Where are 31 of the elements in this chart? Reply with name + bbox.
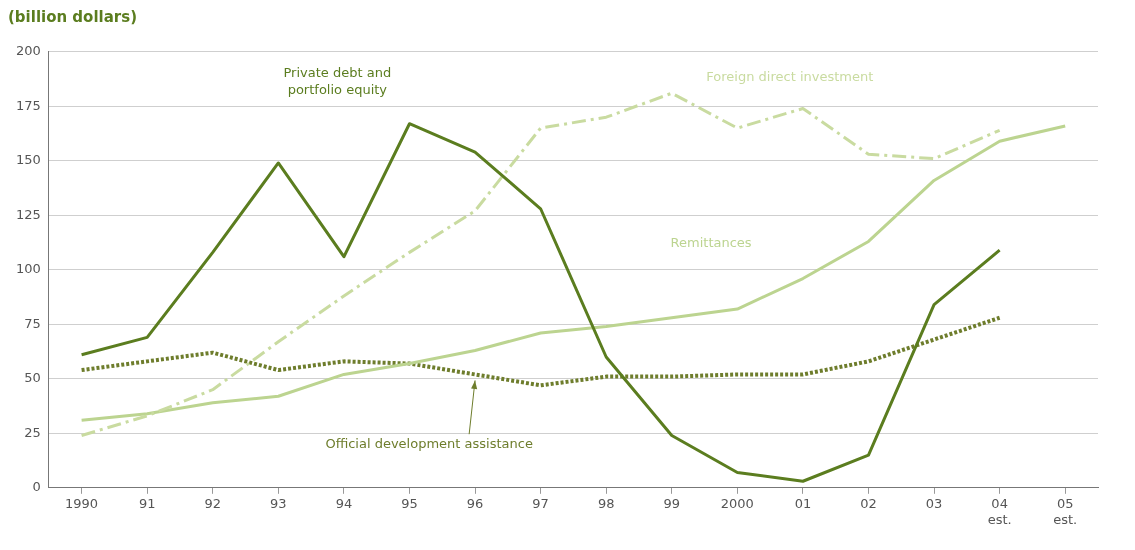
x-tick-label: 97: [532, 495, 549, 511]
x-tick-label: 02: [860, 495, 877, 511]
x-tick-label: 91: [138, 495, 156, 511]
x-tick-label: 96: [466, 495, 484, 511]
y-tick-label: 125: [15, 206, 41, 222]
x-tick-label: 03: [925, 495, 943, 511]
text: Official development assistance: [325, 435, 533, 451]
text: Remittances: [670, 235, 752, 251]
x-tick-label: 93: [270, 495, 287, 511]
y-axis-title: (billion dollars): [8, 8, 138, 26]
x-tick-label: 98: [597, 495, 615, 511]
y-tick-label: 150: [15, 152, 41, 168]
text: Private debt and portfolio equity: [283, 65, 392, 98]
x-tick-label: 94: [335, 495, 353, 511]
x-tick-label: 92: [204, 495, 222, 511]
x-tick-label: 05 est.: [1053, 495, 1078, 527]
series-label: Foreign direct investment: [706, 69, 874, 85]
y-tick-label: 100: [15, 261, 41, 277]
y-tick-label: 50: [24, 370, 41, 386]
x-tick-label: 95: [401, 495, 418, 511]
x-tick-label: 1990: [65, 495, 99, 511]
x-tick-label: 04 est.: [987, 495, 1012, 527]
y-tick-label: 75: [24, 315, 41, 331]
y-tick-label: 0: [32, 479, 41, 495]
y-tick-label: 200: [15, 43, 41, 59]
y-tick-label: 175: [15, 97, 41, 113]
line-series: [79, 315, 1002, 388]
x-tick-label: 01: [794, 495, 812, 511]
x-tick-label: 99: [663, 495, 681, 511]
x-tick-label: 2000: [720, 495, 754, 511]
y-tick-label: 25: [24, 424, 41, 440]
